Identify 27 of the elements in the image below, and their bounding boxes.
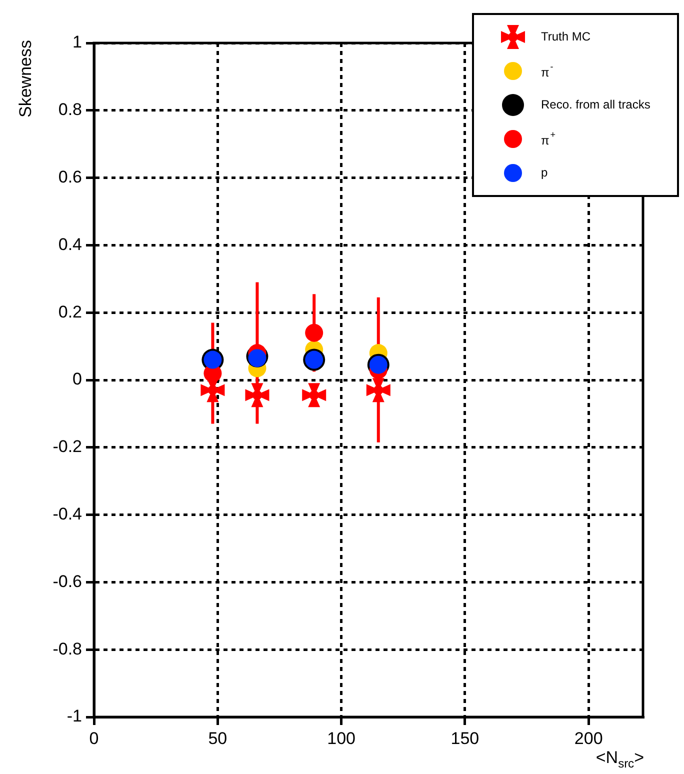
point: [305, 324, 324, 342]
x-tick-label: 100: [327, 728, 356, 748]
x-tick-label: 200: [574, 728, 603, 748]
point: [302, 383, 326, 408]
y-tick-label: 1: [72, 32, 82, 52]
legend-label: Reco. from all tracks: [541, 97, 650, 112]
y-tick-label: 0.4: [58, 234, 82, 254]
x-tick-label: 0: [89, 728, 99, 748]
point: [366, 378, 390, 402]
y-tick-label: 0: [72, 370, 82, 389]
y-tick-label: -0.4: [52, 504, 82, 524]
x-tick-label: 150: [450, 728, 480, 748]
x-tick-label: 50: [208, 728, 228, 748]
y-tick-label: -0.2: [52, 437, 82, 456]
y-axis-title: Skewness: [16, 40, 36, 118]
point: [245, 383, 270, 408]
legend-label: Truth MC: [541, 29, 591, 44]
y-tick-label: -1: [66, 706, 82, 726]
y-tick-label: -0.8: [52, 639, 82, 658]
y-tick-label: 0.8: [58, 100, 82, 120]
legend-label: π-: [541, 61, 554, 80]
legend-label: π+: [541, 129, 556, 148]
y-tick-label: 0.6: [58, 167, 82, 186]
y-tick-label: -0.6: [52, 572, 82, 591]
y-tick-label: 0.2: [58, 302, 82, 322]
legend-label: p: [541, 165, 548, 180]
x-axis-title: <N$_{src}$>: [596, 748, 644, 770]
